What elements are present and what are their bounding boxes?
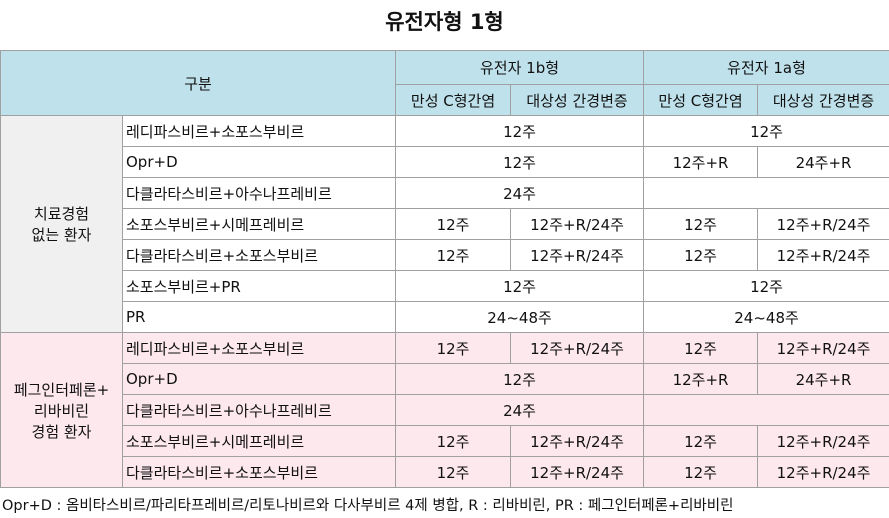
empty-cell — [643, 394, 889, 426]
table-header: 구분 유전자 1b형 유전자 1a형 만성 C형간염 대상성 간경변증 만성 C… — [0, 50, 889, 116]
cell: 12주 — [643, 208, 759, 240]
cell: 12주 — [395, 115, 645, 147]
cell: 12주+R/24주 — [757, 425, 889, 457]
table-row: Opr+D 12주 12주+R 24주+R — [1, 363, 889, 395]
cell: 12주 — [395, 208, 512, 240]
header-cell: 유전자 1a형 — [643, 50, 889, 85]
cell: 24~48주 — [643, 301, 889, 333]
table-body: 치료경험 없는 환자 레디파스비르+소포스부비르 12주 12주 Opr+D 12주 12주+… — [0, 115, 889, 488]
cell: 24~48주 — [395, 301, 645, 333]
cell: 12주 — [643, 115, 889, 147]
group-label-line: 치료경험 — [33, 205, 90, 223]
table-row: 소포스부비르+PR 12주 12주 — [1, 270, 889, 302]
table-row: 치료경험 없는 환자 레디파스비르+소포스부비르 12주 12주 — [0, 115, 889, 333]
drug-cell: 다클라타스비르+아수나프레비르 — [121, 177, 397, 209]
cell: 12주 — [643, 425, 759, 457]
cell: 12주+R/24주 — [510, 332, 645, 364]
table-row: 소포스부비르+시메프레비르 12주 12주+R/24주 12주 12주+R/24주 — [1, 425, 889, 457]
drug-cell: 소포스부비르+시메프레비르 — [121, 208, 397, 240]
header-cell: 만성 C형간염 — [395, 84, 512, 116]
cell: 24주+R — [757, 146, 889, 178]
cell: 12주 — [395, 270, 645, 302]
group-label-line: 경험 환자 — [31, 422, 92, 441]
drug-cell: 소포스부비르+PR — [121, 270, 397, 302]
drug-cell: 소포스부비르+시메프레비르 — [121, 425, 397, 457]
drug-cell: PR — [121, 301, 397, 333]
cell: 12주+R/24주 — [757, 239, 889, 271]
table-row: 다클라타스비르+아수나프레비르 24주 — [1, 394, 889, 426]
cell: 12주 — [643, 239, 759, 271]
cell: 12주 — [643, 456, 759, 488]
drug-cell: 다클라타스비르+아수나프레비르 — [121, 394, 397, 426]
table-row: 소포스부비르+시메프레비르 12주 12주+R/24주 12주 12주+R/24주 — [1, 208, 889, 240]
header-cell: 유전자 1b형 — [395, 50, 645, 85]
cell: 12주+R/24주 — [757, 332, 889, 364]
drug-cell: Opr+D — [121, 363, 397, 395]
group-label-line: 페그인터페론+ — [13, 380, 110, 399]
cell: 12주+R/24주 — [757, 208, 889, 240]
cell: 12주 — [395, 239, 512, 271]
empty-cell — [643, 177, 889, 209]
footnote: Opr+D : 옴비타스비르/파리타프레비르/리토나비르와 다사부비르 4제 병… — [2, 498, 734, 514]
cell: 24주 — [395, 177, 645, 209]
header-cell: 대상성 간경변증 — [757, 84, 889, 116]
title: 유전자형 1형 — [385, 10, 504, 34]
table-row: 다클라타스비르+소포스부비르 12주 12주+R/24주 12주 12주+R/24주 — [1, 456, 889, 488]
drug-cell: 레디파스비르+소포스부비르 — [121, 332, 397, 364]
group-label-line: 리바비린 — [33, 401, 90, 420]
cell: 12주+R — [643, 363, 759, 395]
drug-cell: 다클라타스비르+소포스부비르 — [121, 239, 397, 271]
cell: 24주 — [395, 394, 645, 426]
header-cell: 만성 C형간염 — [643, 84, 759, 116]
drug-cell: 다클라타스비르+소포스부비르 — [121, 456, 397, 488]
cell: 12주+R/24주 — [510, 456, 645, 488]
cell: 12주 — [395, 363, 645, 395]
cell: 24주+R — [757, 363, 889, 395]
header-cell: 구분 — [0, 50, 397, 116]
table-row: 페그인터페론+ 리바비린 경험 환자 레디파스비르+소포스부비르 12주 12주+R/24… — [0, 332, 889, 488]
cell: 12주 — [643, 270, 889, 302]
table: 구분 유전자 1b형 유전자 1a형 만성 C형간염 대상성 간경변증 만성 C… — [0, 50, 889, 488]
cell: 12주 — [643, 332, 759, 364]
cell: 12주 — [395, 425, 512, 457]
drug-cell: Opr+D — [121, 146, 397, 178]
cell: 12주+R/24주 — [757, 456, 889, 488]
cell: 12주 — [395, 332, 512, 364]
cell: 12주 — [395, 146, 645, 178]
cell: 12주+R/24주 — [510, 239, 645, 271]
header-cell: 대상성 간경변증 — [510, 84, 645, 116]
cell: 12주+R — [643, 146, 759, 178]
table-row: PR 24~48주 24~48주 — [1, 301, 889, 333]
table-row: Opr+D 12주 12주+R 24주+R — [1, 146, 889, 178]
cell: 12주+R/24주 — [510, 208, 645, 240]
table-row: 다클라타스비르+아수나프레비르 24주 — [1, 177, 889, 209]
cell: 12주 — [395, 456, 512, 488]
cell: 12주+R/24주 — [510, 425, 645, 457]
group-label-line: 없는 환자 — [31, 226, 92, 244]
drug-cell: 레디파스비르+소포스부비르 — [121, 115, 397, 147]
table-row: 다클라타스비르+소포스부비르 12주 12주+R/24주 12주 12주+R/24주 — [1, 239, 889, 271]
